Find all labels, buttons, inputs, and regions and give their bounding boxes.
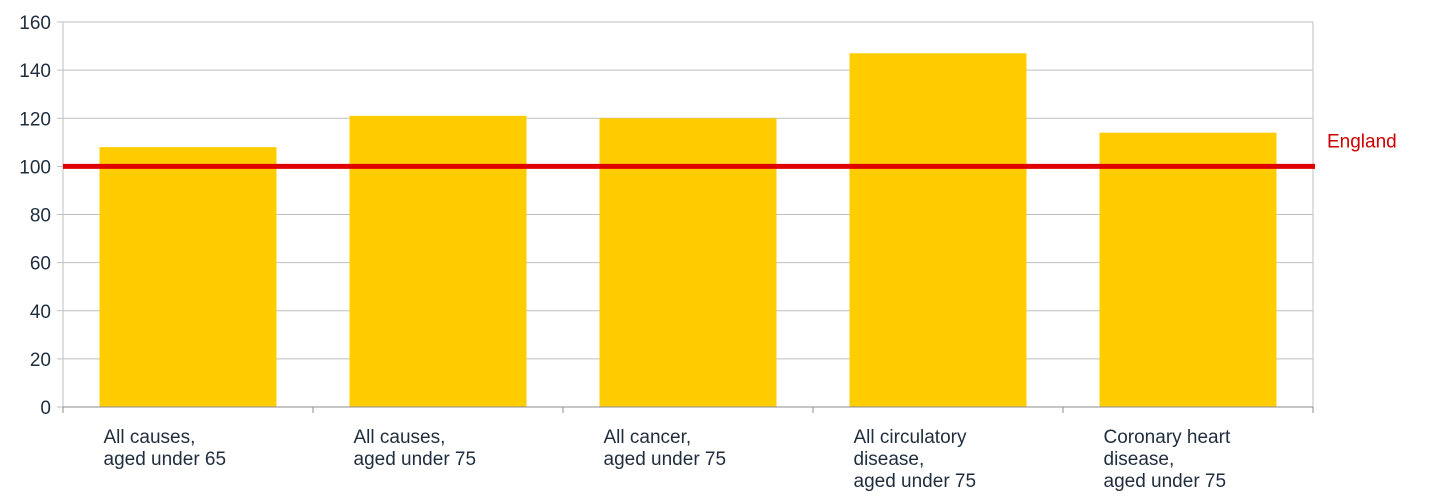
y-tick-label: 140 xyxy=(19,61,51,82)
england-reference-label: England xyxy=(1327,131,1397,152)
bar xyxy=(849,53,1027,407)
category-label-line: aged under 75 xyxy=(604,449,727,470)
category-label-line: aged under 65 xyxy=(104,449,227,470)
category-label-line: All circulatory xyxy=(854,427,967,448)
category-label-line: aged under 75 xyxy=(354,449,477,470)
y-tick-label: 0 xyxy=(40,398,51,419)
y-tick-label: 60 xyxy=(30,254,51,275)
category-label: All causes, aged under 75 xyxy=(354,427,477,470)
axes xyxy=(57,21,1314,413)
category-label-line: All causes, xyxy=(354,427,446,448)
bar xyxy=(99,147,277,407)
category-label: All circulatory disease, aged under 75 xyxy=(854,427,977,492)
y-tick-label: 160 xyxy=(19,13,51,34)
bars xyxy=(99,53,1277,407)
bar xyxy=(1099,132,1277,407)
category-label-line: All causes, xyxy=(104,427,196,448)
category-label-line: disease, xyxy=(854,449,925,470)
y-tick-label: 20 xyxy=(30,350,51,371)
category-label: Coronary heart disease, aged under 75 xyxy=(1104,427,1231,492)
y-tick-label: 40 xyxy=(30,302,51,323)
category-label-line: disease, xyxy=(1104,449,1175,470)
category-label-line: Coronary heart xyxy=(1104,427,1231,448)
category-label: All causes, aged under 65 xyxy=(104,427,227,470)
category-label: All cancer, aged under 75 xyxy=(604,427,727,470)
y-tick-label: 80 xyxy=(30,206,51,227)
category-label-line: All cancer, xyxy=(604,427,692,448)
bar xyxy=(349,115,527,407)
y-tick-label: 120 xyxy=(19,109,51,130)
category-label-line: aged under 75 xyxy=(854,471,977,492)
y-tick-label: 100 xyxy=(19,157,51,178)
category-label-line: aged under 75 xyxy=(1104,471,1227,492)
bar xyxy=(599,118,777,407)
